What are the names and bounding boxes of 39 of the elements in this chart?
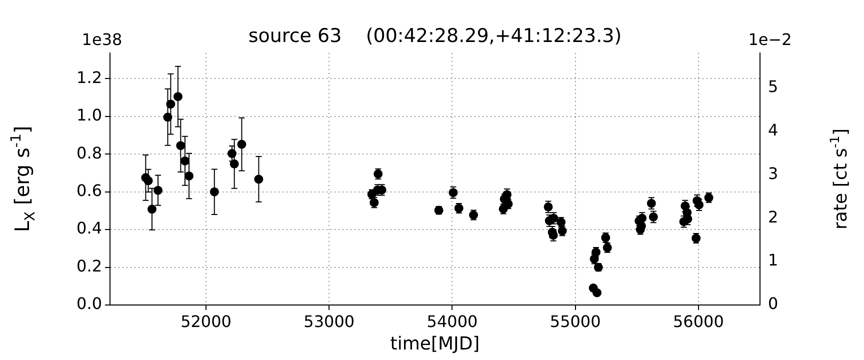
y2-tick-label: 1 (768, 250, 778, 270)
point (254, 174, 264, 184)
text: 1e38 (82, 30, 122, 50)
y2-tick-label: 0 (768, 294, 778, 314)
y2-tick-label: 4 (768, 120, 778, 140)
y-tick-label: 0.4 (76, 218, 102, 238)
x-tick-label: 52000 (180, 312, 232, 331)
point (176, 141, 186, 150)
point (210, 187, 219, 196)
y-axis-title: LX [erg s-1] (8, 126, 39, 232)
point (163, 112, 172, 122)
y-tick-label: 0.0 (76, 294, 102, 314)
point (154, 186, 163, 195)
text: 1e−2 (748, 30, 792, 50)
y-tick-label: 1.2 (76, 68, 102, 87)
y-tick-label: 0.8 (76, 143, 102, 162)
point (144, 176, 153, 186)
x-axis-title: time[MJD] (390, 334, 480, 355)
point (173, 92, 182, 102)
y2-tick-label: 5 (768, 76, 778, 96)
point (184, 171, 194, 180)
point (592, 288, 602, 298)
x-tick-label: 56000 (672, 312, 724, 331)
point (166, 100, 176, 109)
chart-title: source 63 (00:42:28.29,+41:12:23.3) (248, 24, 622, 47)
point (147, 204, 156, 214)
point (228, 149, 236, 158)
x-tick-label: 53000 (304, 312, 355, 331)
y2-axis-title: rate [ct s-1] (826, 128, 852, 230)
y-tick-label: 0.2 (76, 256, 102, 276)
y2-tick-label: 3 (768, 164, 778, 183)
point (180, 156, 190, 166)
y-tick-label: 1.0 (76, 106, 102, 125)
x-tick-label: 54000 (426, 312, 478, 331)
point (237, 140, 246, 149)
x-tick-label: 55000 (550, 312, 601, 331)
point (230, 159, 239, 168)
y-tick-label: 0.6 (76, 180, 102, 200)
y2-tick-label: 2 (768, 207, 778, 226)
